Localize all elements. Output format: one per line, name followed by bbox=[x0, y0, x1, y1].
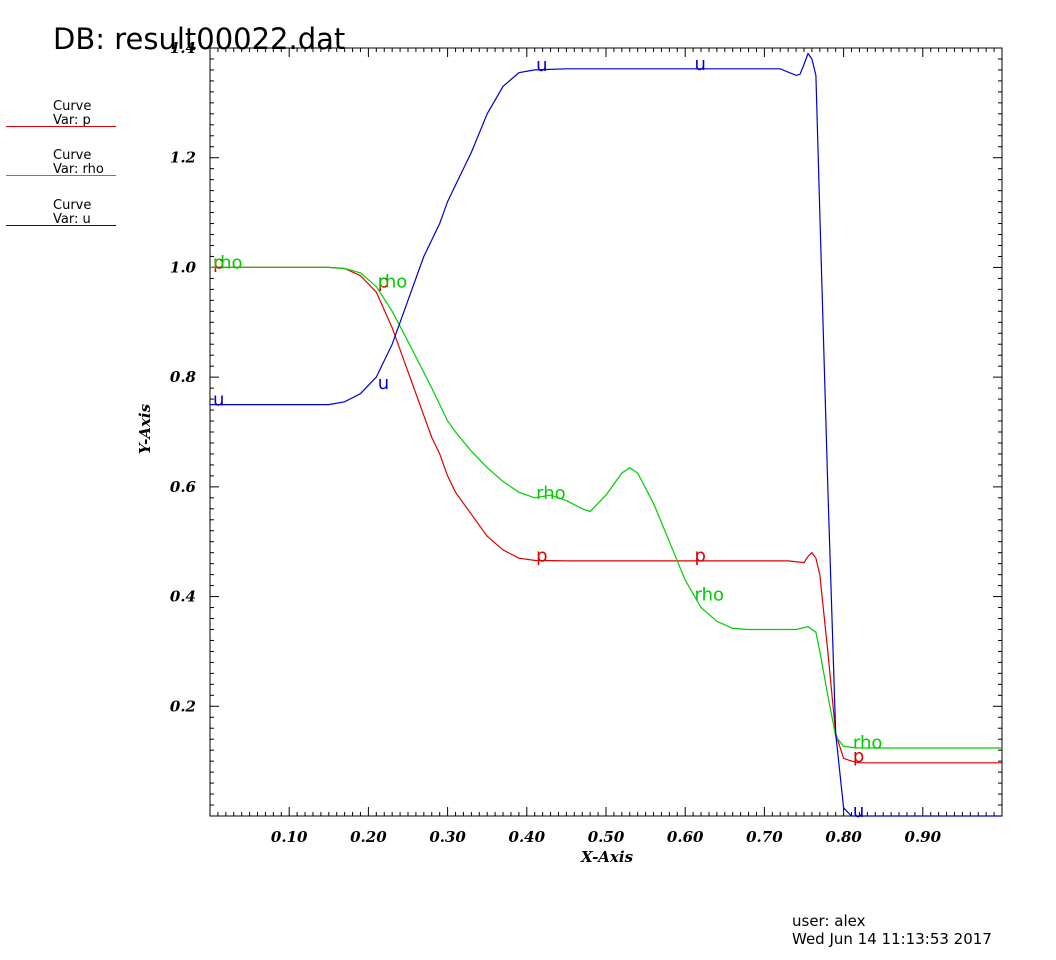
legend-item-p: Curve Var: p bbox=[0, 99, 120, 149]
plot-curves bbox=[210, 52, 1002, 817]
legend-swatch-u bbox=[6, 225, 116, 226]
curve-label-u: u bbox=[536, 55, 547, 76]
legend-swatch-p bbox=[6, 126, 116, 127]
legend-var-label: Var: rho bbox=[53, 162, 104, 177]
legend-curve-label: Curve bbox=[53, 198, 92, 213]
legend-item-u: Curve Var: u bbox=[0, 198, 120, 248]
curve-label-rho: rho bbox=[378, 272, 408, 293]
y-tick-label: 1.4 bbox=[170, 39, 196, 57]
curve-label-p: p bbox=[536, 545, 547, 566]
curve-label-p: p bbox=[695, 545, 706, 566]
legend-curve-label: Curve bbox=[53, 99, 92, 114]
curve-label-rho: rho bbox=[853, 732, 883, 753]
legend-curve-label: Curve bbox=[53, 148, 92, 163]
footer-date: Wed Jun 14 11:13:53 2017 bbox=[792, 930, 992, 948]
series-line-rho bbox=[210, 266, 1002, 749]
curve-label-rho: rho bbox=[213, 252, 243, 273]
curve-label-p: p bbox=[213, 252, 224, 273]
plot-frame bbox=[209, 47, 1003, 817]
series-line-p bbox=[210, 266, 1002, 764]
legend-var-label: Var: u bbox=[53, 212, 91, 227]
x-tick-label: 0.80 bbox=[825, 828, 862, 846]
y-tick-label: 0.2 bbox=[170, 697, 196, 715]
x-tick-label: 0.40 bbox=[509, 828, 546, 846]
y-tick-label: 1.0 bbox=[170, 258, 197, 276]
curve-label-rho: rho bbox=[536, 483, 566, 504]
curve-label-u: u bbox=[378, 373, 389, 394]
y-tick-label: 1.2 bbox=[170, 149, 196, 167]
legend-var-label: Var: p bbox=[53, 113, 91, 128]
curve-label-u: u bbox=[853, 801, 864, 822]
curve-label-u: u bbox=[213, 390, 224, 411]
x-tick-label: 0.10 bbox=[271, 828, 308, 846]
x-axis-title: X-Axis bbox=[580, 848, 634, 866]
series-line-u bbox=[210, 52, 1002, 817]
y-tick-label: 0.6 bbox=[170, 478, 197, 496]
curve-label-u: u bbox=[695, 54, 706, 75]
y-tick-label: 0.8 bbox=[170, 368, 197, 386]
x-tick-label: 0.60 bbox=[667, 828, 704, 846]
page-title: DB: result00022.dat bbox=[53, 22, 346, 56]
footer-user: user: alex bbox=[792, 912, 866, 930]
x-tick-label: 0.90 bbox=[905, 828, 942, 846]
x-tick-label: 0.20 bbox=[350, 828, 387, 846]
y-axis-title: Y-Axis bbox=[136, 403, 154, 454]
x-tick-label: 0.70 bbox=[746, 828, 783, 846]
legend-swatch-rho bbox=[6, 175, 116, 176]
x-tick-label: 0.30 bbox=[429, 828, 466, 846]
plot-axes: 0.10 0.20 0.30 0.40 0.50 0.60 0.70 0.80 0.90 0.2 0… bbox=[136, 39, 1003, 866]
curve-label-p: p bbox=[853, 746, 864, 767]
x-tick-label: 0.50 bbox=[588, 828, 625, 846]
y-tick-label: 0.4 bbox=[170, 588, 196, 606]
legend-item-rho: Curve Var: rho bbox=[0, 148, 120, 198]
curve-label-rho: rho bbox=[695, 584, 725, 605]
curve-label-p: p bbox=[378, 272, 389, 293]
